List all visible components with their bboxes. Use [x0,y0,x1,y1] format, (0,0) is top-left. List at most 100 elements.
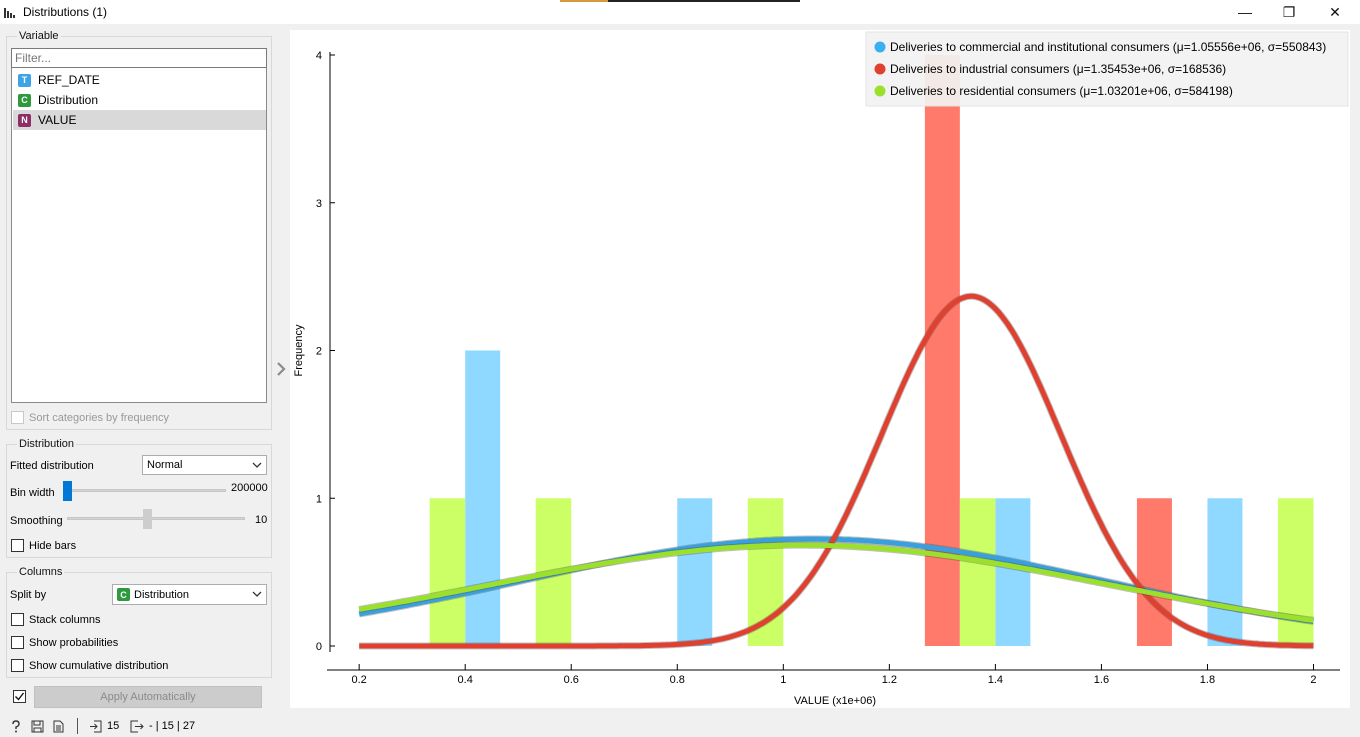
apply-button[interactable]: Apply Automatically [34,686,262,708]
status-bar: 15 - | 15 | 27 [0,716,1360,737]
x-tick-label: 0.6 [564,674,579,686]
y-tick-label: 4 [316,50,322,62]
distribution-chart[interactable]: 0 1 2 3 4 0.2 0.4 0.6 0.8 1 1.2 1.4 1.6 1.8 2 VALUE (x1… [290,30,1350,708]
smoothing-slider[interactable] [67,517,245,520]
status-divider [77,718,78,734]
y-tick-label: 3 [316,198,322,210]
legend-swatch [874,41,886,53]
output-summary: - | 15 | 27 [149,720,196,732]
show-cumulative-checkbox[interactable]: Show cumulative distribution [11,659,168,672]
stack-columns-checkbox[interactable]: Stack columns [11,613,101,626]
title-accent-dark [608,0,800,2]
input-icon [90,720,102,733]
minimize-button[interactable]: — [1238,4,1252,20]
stack-columns-label: Stack columns [29,613,101,626]
input-count: 15 [107,720,120,732]
checkbox-box[interactable] [11,636,24,649]
filter-input[interactable] [11,48,267,68]
variable-item-value[interactable]: N VALUE [13,110,266,130]
split-by-value: Distribution [134,588,190,601]
show-probabilities-label: Show probabilities [29,636,119,649]
help-icon[interactable] [10,720,22,733]
x-tick-label: 1.8 [1200,674,1215,686]
x-tick-label: 1.4 [988,674,1003,686]
x-tick-label: 1.6 [1094,674,1109,686]
variable-label: VALUE [38,113,77,127]
smoothing-value: 10 [255,514,268,526]
window-title: Distributions (1) [23,5,108,19]
columns-group-title: Columns [17,566,65,578]
show-cumulative-label: Show cumulative distribution [29,659,169,672]
output-icon [130,720,144,733]
chevron-down-icon [252,462,262,468]
split-by-label: Split by [10,589,47,601]
bin-width-slider-handle[interactable] [63,481,72,501]
title-accent [560,0,608,2]
plot-area[interactable]: 0 1 2 3 4 0.2 0.4 0.6 0.8 1 1.2 1.4 1.6 1.8 2 VALUE (x1… [290,30,1350,708]
x-tick-label: 1 [780,674,786,686]
save-icon[interactable] [31,720,44,733]
x-tick-label: 0.4 [458,674,473,686]
categorical-type-icon: C [18,93,31,107]
legend-entry: Deliveries to industrial consumers (μ=1.… [890,62,1226,76]
legend-swatch [874,85,886,97]
variable-item-distribution[interactable]: C Distribution [13,90,266,110]
apply-automatically-checkbox[interactable] [13,690,31,703]
fitted-curve[interactable] [358,542,1314,623]
histogram-bar[interactable] [429,498,466,646]
numeric-type-icon: N [18,113,31,127]
variable-label: Distribution [38,93,99,107]
x-tick-label: 0.2 [352,674,367,686]
text-type-icon: T [18,73,31,87]
hide-bars-checkbox[interactable]: Hide bars [11,539,76,552]
sort-by-frequency-checkbox[interactable]: Sort categories by frequency [11,411,169,424]
variable-list[interactable]: T REF_DATE C Distribution N VALUE [11,68,267,403]
x-tick-label: 1.2 [882,674,897,686]
checkbox-box[interactable] [11,613,24,626]
checkbox-box[interactable] [13,690,26,703]
y-axis-label: Frequency [293,324,305,376]
legend-swatch [874,63,886,75]
histogram-app-icon [4,8,15,18]
y-tick-label: 0 [316,641,322,653]
title-bar: Distributions (1) — ❐ ✕ [0,0,1360,24]
variable-label: REF_DATE [38,73,100,87]
bin-width-label: Bin width [10,487,55,499]
bin-width-slider[interactable] [63,489,226,492]
fitted-distribution-select[interactable]: Normal [142,455,267,475]
report-icon[interactable] [53,720,64,733]
bin-width-value: 200000 [231,482,268,494]
legend-box [865,31,1349,107]
histogram-bar[interactable] [1207,498,1243,646]
histogram-bar[interactable] [1136,498,1172,646]
checkmark-icon [15,692,25,701]
legend-entry: Deliveries to commercial and institution… [890,40,1326,54]
close-button[interactable]: ✕ [1329,3,1341,20]
x-tick-label: 0.8 [670,674,685,686]
histogram-bar[interactable] [465,350,501,647]
variable-group-title: Variable [17,30,61,42]
sort-by-frequency-label: Sort categories by frequency [29,411,170,424]
x-tick-label: 2 [1310,674,1316,686]
chevron-right-icon[interactable] [275,360,287,378]
fitted-distribution-label: Fitted distribution [10,460,94,472]
histogram-bar[interactable] [959,498,996,646]
smoothing-slider-handle[interactable] [143,509,153,529]
checkbox-box[interactable] [11,539,24,552]
smoothing-label: Smoothing [10,515,63,527]
x-axis-label: VALUE (x1e+06) [794,695,876,707]
hide-bars-label: Hide bars [29,539,77,552]
histogram-bar[interactable] [995,498,1031,646]
categorical-type-icon: C [117,588,130,601]
split-by-select[interactable]: C Distribution [112,584,267,605]
variable-item-ref-date[interactable]: T REF_DATE [13,70,266,90]
checkbox-box[interactable] [11,659,24,672]
checkbox-box[interactable] [11,411,24,424]
fitted-curve[interactable] [359,293,1314,649]
chevron-down-icon [252,591,262,597]
y-tick-label: 2 [316,346,322,358]
legend-entry: Deliveries to residential consumers (μ=1… [890,84,1233,98]
histogram-bar[interactable] [677,498,713,646]
show-probabilities-checkbox[interactable]: Show probabilities [11,636,118,649]
restore-button[interactable]: ❐ [1282,3,1296,20]
